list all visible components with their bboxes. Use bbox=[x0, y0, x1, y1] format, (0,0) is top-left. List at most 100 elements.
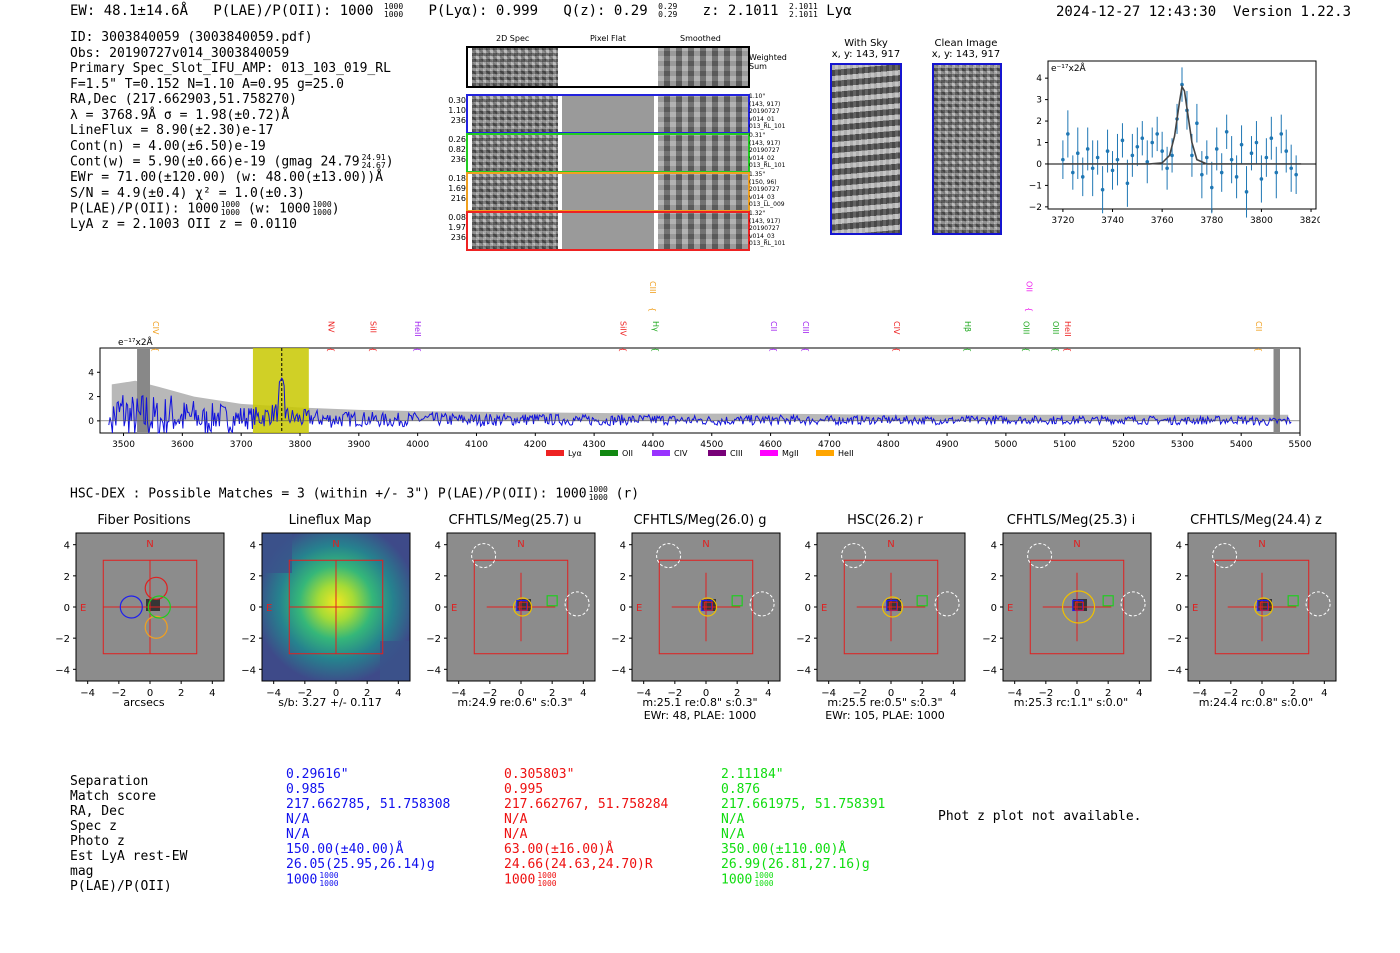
stamp-xtick-label: 2 bbox=[919, 688, 925, 699]
neighbor-circle bbox=[749, 591, 775, 617]
fiber-row-meta: 0.31" (143, 917) 20190727 v014_02 013_RL_101 bbox=[749, 132, 786, 169]
full-xtick-label: 4500 bbox=[700, 440, 723, 450]
stamp-title: CFHTLS/Meg(25.3) i bbox=[1006, 513, 1136, 528]
header-z-frac: 2.1011 2.1011 bbox=[788, 2, 818, 19]
info-sn: S/N = 4.9(±0.4) χ² = 1.0(±0.3) bbox=[70, 185, 305, 201]
fiber-row-stats: 0.30 1.10 236 bbox=[448, 96, 466, 125]
header-right: 2024-12-27 12:43:30 Version 1.22.3 bbox=[1056, 4, 1351, 20]
photz-note: Phot z plot not available. bbox=[938, 809, 1142, 824]
zoom-point bbox=[1205, 155, 1209, 160]
stamp-caption: m:25.1 re:0.8" s:0.3" bbox=[642, 696, 758, 709]
stamp-ytick-label: 2 bbox=[250, 572, 256, 583]
stamp-xtick-label: 4 bbox=[950, 688, 956, 699]
full-flux-line bbox=[108, 377, 1292, 434]
stamp-title: HSC(26.2) r bbox=[847, 513, 923, 528]
east-label: E bbox=[636, 603, 642, 614]
full-ytick-label: 2 bbox=[88, 393, 94, 403]
spectral-line-bracket: { bbox=[1022, 347, 1031, 352]
stamp-panel: CFHTLS/Meg(25.3) i N E 4 2 0 −2 −4 −4 −2 0 2 4 m:25.3… bbox=[979, 512, 1163, 727]
east-label: E bbox=[451, 603, 457, 614]
legend-swatch bbox=[546, 450, 564, 456]
zoom-point bbox=[1224, 129, 1229, 134]
zoom-point bbox=[1244, 190, 1249, 194]
stamp-ytick-label: 4 bbox=[64, 541, 70, 552]
zoom-fit-line bbox=[1062, 84, 1302, 165]
match-box-red bbox=[1259, 601, 1269, 611]
match-box-green bbox=[1287, 595, 1299, 607]
fiber-row bbox=[466, 94, 750, 134]
zoom-point bbox=[1180, 82, 1184, 87]
stamp-xtick-label: 4 bbox=[209, 688, 215, 699]
stamp-xtick-label: 4 bbox=[1136, 688, 1142, 699]
stamp-xtick-label: 2 bbox=[178, 688, 184, 699]
full-xtick-label: 4800 bbox=[877, 440, 900, 450]
zoom-point bbox=[1234, 175, 1239, 179]
stamp-xtick-label: 4 bbox=[580, 688, 586, 699]
info-fit: F=1.5" T=0.152 N=1.10 A=0.95 g=25.0 bbox=[70, 76, 344, 92]
full-xtick-label: 3900 bbox=[347, 440, 370, 450]
stamp-ytick-label: −2 bbox=[1167, 634, 1182, 645]
header-z-line: Lyα bbox=[826, 3, 852, 19]
header-plae: P(LAE)/P(OII): 1000 bbox=[213, 3, 374, 19]
legend-swatch bbox=[816, 450, 834, 456]
spectral-line-bracket: { bbox=[1025, 307, 1034, 312]
stamp-ytick-label: 2 bbox=[805, 572, 811, 583]
spectral-line-bracket: { bbox=[1254, 347, 1263, 352]
zoom-point bbox=[1269, 136, 1274, 141]
stamp-xtick-label: 0 bbox=[147, 688, 153, 699]
match-value: 217.661975, 51.758391 bbox=[721, 797, 886, 812]
stamp-ytick-label: −2 bbox=[796, 634, 811, 645]
stamp-xtick-label: 4 bbox=[395, 688, 401, 699]
match-value: 63.00(±16.00)Å bbox=[504, 842, 614, 857]
label-photo-z: Photo z bbox=[70, 834, 125, 849]
match-value: 0.995 bbox=[504, 782, 544, 797]
neighbor-circle bbox=[564, 591, 590, 617]
hsc-title: HSC-DEX : Possible Matches = 3 (within +… bbox=[70, 485, 640, 502]
stamp-caption: s/b: 3.27 +/- 0.117 bbox=[278, 696, 382, 709]
stamp-xtick-label: 0 bbox=[703, 688, 709, 699]
spectral-line-label: SiIV bbox=[619, 321, 628, 337]
spectral-line-bracket: { bbox=[651, 347, 660, 352]
stamp-caption-2: EWr: 48, PLAE: 1000 bbox=[643, 709, 757, 722]
match-value: 1000 1000 1000 bbox=[286, 871, 339, 888]
zoom-point bbox=[1080, 175, 1085, 179]
stamp-ytick-label: −2 bbox=[55, 634, 70, 645]
stamp-ytick-label: 4 bbox=[805, 541, 811, 552]
zoom-point bbox=[1061, 157, 1065, 162]
zoom-point bbox=[1239, 142, 1244, 147]
zoom-ytick-label: 3 bbox=[1036, 96, 1042, 106]
stamp-title: Lineflux Map bbox=[288, 513, 372, 528]
stamp-ytick-label: 0 bbox=[250, 603, 256, 614]
info-plae: P(LAE)/P(OII): 1000 1000 1000 (w: 1000 1000… bbox=[70, 200, 340, 217]
zoom-point bbox=[1066, 132, 1070, 136]
stamp-xtick-label: 0 bbox=[1259, 688, 1265, 699]
match-value: 24.66(24.63,24.70)R bbox=[504, 857, 653, 872]
zoom-point bbox=[1195, 121, 1199, 126]
neighbor-circle bbox=[656, 543, 682, 569]
stamp-title: Fiber Positions bbox=[97, 513, 191, 528]
spectral-line-label: HeII bbox=[413, 321, 422, 337]
zoom-point bbox=[1254, 140, 1259, 145]
search-box bbox=[843, 559, 939, 655]
with-sky-title: With Sky x, y: 143, 917 bbox=[831, 38, 901, 60]
full-xtick-label: 4300 bbox=[583, 440, 606, 450]
weighted-sum-label: Weighted Sum bbox=[749, 53, 787, 71]
match-value: 0.985 bbox=[286, 782, 326, 797]
info-lineflux: LineFlux = 8.90(±2.30)e-17 bbox=[70, 123, 274, 138]
fiber-cutouts: 2D Spec Pixel Flat Smoothed Weighted Sum… bbox=[440, 30, 800, 260]
north-label: N bbox=[702, 539, 709, 550]
search-box bbox=[1029, 559, 1125, 655]
north-label: N bbox=[1073, 539, 1080, 550]
fiber-row-stats: 0.18 1.69 216 bbox=[448, 174, 466, 203]
info-lyaz: LyA z = 2.1003 OII z = 0.0110 bbox=[70, 217, 297, 232]
zoom-point bbox=[1155, 132, 1159, 136]
east-label: E bbox=[80, 603, 86, 614]
header-bar: EW: 48.1±14.6Å P(LAE)/P(OII): 1000 1000 1… bbox=[70, 2, 852, 20]
zoom-point bbox=[1085, 147, 1090, 151]
spectral-line-bracket: { bbox=[1063, 347, 1072, 352]
match-labels: Separation Match score RA, Dec Spec z Ph… bbox=[70, 774, 187, 894]
zoom-point bbox=[1170, 153, 1174, 158]
label-separation: Separation bbox=[70, 774, 149, 789]
zoom-point bbox=[1150, 140, 1155, 145]
stamp-ytick-label: 2 bbox=[435, 572, 441, 583]
